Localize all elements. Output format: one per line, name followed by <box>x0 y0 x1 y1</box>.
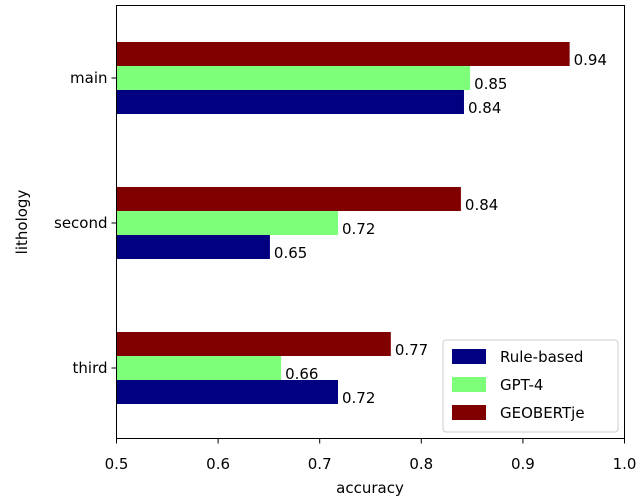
plot-frame <box>116 5 625 439</box>
bar-rule-based-second <box>116 235 270 259</box>
data-label: 0.65 <box>274 244 307 262</box>
x-axis-label: accuracy <box>336 479 404 497</box>
data-label: 0.72 <box>342 220 375 238</box>
bar-gpt-4-second <box>116 211 338 235</box>
data-labels-layer: 0.84 0.65 0.72 0.85 0.72 0.66 0.94 0.84 0.77 <box>274 51 607 407</box>
data-label: 0.85 <box>474 75 507 93</box>
x-tick-label: 0.8 <box>409 455 433 473</box>
data-label: 0.84 <box>465 196 498 214</box>
x-tick-label: 0.6 <box>206 455 230 473</box>
y-tick-label: third <box>73 359 108 377</box>
bars-layer <box>116 42 570 404</box>
legend: Rule-based GPT-4 GEOBERTje <box>442 339 619 433</box>
bar-rule-based-main <box>116 90 464 114</box>
x-tick-label: 0.5 <box>105 455 129 473</box>
legend-label: Rule-based <box>500 348 583 366</box>
legend-label: GEOBERTje <box>500 404 585 422</box>
bar-geobertje-third <box>116 332 391 356</box>
x-axis: 0.5 0.6 0.7 0.8 0.9 1.0 <box>105 438 637 473</box>
x-tick-label: 0.9 <box>511 455 535 473</box>
y-axis-label: lithology <box>13 190 31 255</box>
y-axis: main second third <box>54 69 117 377</box>
data-label: 0.84 <box>468 99 501 117</box>
bar-gpt-4-third <box>116 356 282 380</box>
data-label: 0.94 <box>574 51 607 69</box>
bar-gpt-4-main <box>116 66 471 90</box>
legend-swatch <box>452 405 486 420</box>
y-tick-label: second <box>54 214 108 232</box>
bar-rule-based-third <box>116 380 338 404</box>
y-tick-label: main <box>70 69 107 87</box>
legend-swatch <box>452 349 486 364</box>
data-label: 0.66 <box>285 365 318 383</box>
data-label: 0.77 <box>395 341 428 359</box>
legend-label: GPT-4 <box>500 376 543 394</box>
x-tick-label: 1.0 <box>613 455 637 473</box>
legend-swatch <box>452 377 486 392</box>
bar-geobertje-second <box>116 187 461 211</box>
legend-box <box>442 339 619 433</box>
bar-geobertje-main <box>116 42 570 66</box>
x-tick-label: 0.7 <box>308 455 332 473</box>
data-label: 0.72 <box>342 389 375 407</box>
